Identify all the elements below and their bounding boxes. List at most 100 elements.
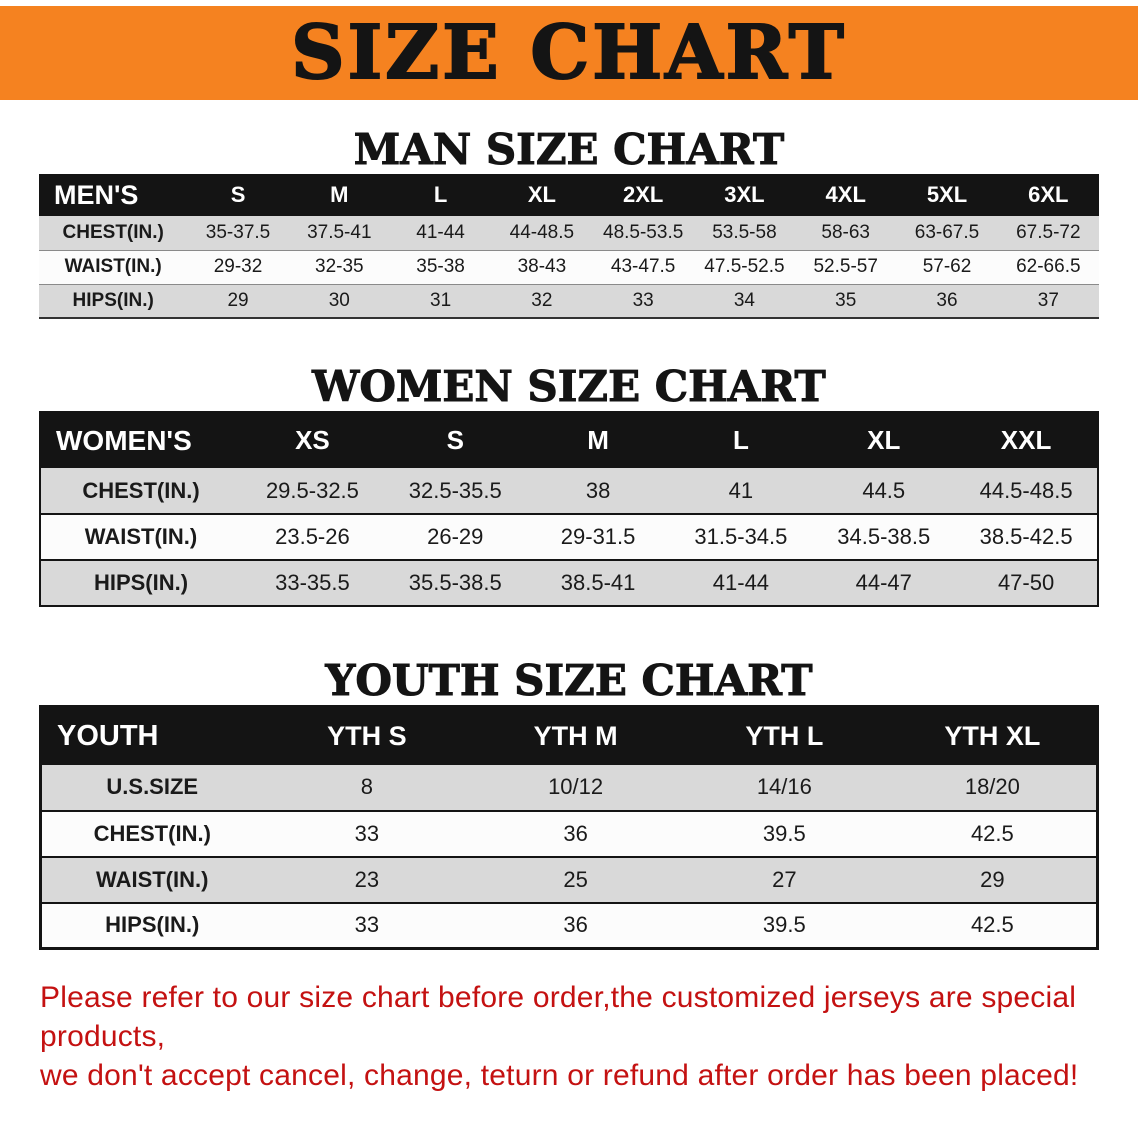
row-label-cell: CHEST(IN.) xyxy=(93,820,211,846)
size-header-cell: 5XL xyxy=(896,174,998,216)
value-cell: 44.5-48.5 xyxy=(979,477,1073,503)
table-row: WAIST(IN.) 23 25 27 29 xyxy=(40,856,1098,903)
row-label-cell: CHEST(IN.) xyxy=(62,221,164,243)
value-cell: 32-35 xyxy=(315,256,364,277)
value-cell: 18/20 xyxy=(964,774,1020,799)
size-header-cell: YTH S xyxy=(262,706,472,765)
size-header-cell: 3XL xyxy=(693,174,796,216)
size-header-cell: XL xyxy=(491,174,593,216)
size-header-cell: M xyxy=(288,174,390,216)
value-cell: 36 xyxy=(563,820,588,846)
disclaimer-line-1: Please refer to our size chart before or… xyxy=(40,981,1077,1053)
value-cell: 29.5-32.5 xyxy=(265,477,359,503)
size-header-cell: L xyxy=(669,412,813,468)
youth-size-table: YOUTH YTH S YTH M YTH L YTH XL U.S.SIZE 8 10/12… xyxy=(39,705,1099,950)
value-cell: 29 xyxy=(980,866,1005,892)
value-cell: 36 xyxy=(936,289,958,311)
value-cell: 33-35.5 xyxy=(275,570,350,595)
value-cell: 23.5-26 xyxy=(275,524,350,549)
man-size-chart-heading: MAN SIZE CHART xyxy=(353,125,785,174)
table-row: WAIST(IN.) 29-32 32-35 35-38 38-43 43-47.5 47.… xyxy=(39,250,1099,284)
table-title-cell: YOUTH xyxy=(40,706,263,765)
value-cell: 39.5 xyxy=(762,820,806,846)
value-cell: 30 xyxy=(328,289,350,311)
value-cell: 62-66.5 xyxy=(1016,256,1081,277)
disclaimer-text: Please refer to our size chart before or… xyxy=(0,978,1138,1095)
value-cell: 32.5-35.5 xyxy=(408,477,502,503)
value-cell: 38-43 xyxy=(517,256,567,277)
value-cell: 35 xyxy=(835,289,857,311)
value-cell: 14/16 xyxy=(756,774,812,799)
value-cell: 35-38 xyxy=(416,256,465,277)
table-row: WAIST(IN.) 23.5-26 26-29 29-31.5 31.5-34.5 34… xyxy=(40,514,1098,560)
value-cell: 37 xyxy=(1037,289,1059,311)
size-header-cell: XL xyxy=(812,412,956,468)
value-cell: 58-63 xyxy=(821,221,871,243)
value-cell: 43-47.5 xyxy=(610,256,676,277)
table-row: HIPS(IN.) 33-35.5 35.5-38.5 38.5-41 41-44 44-… xyxy=(40,560,1098,606)
row-label-cell: WAIST(IN.) xyxy=(64,256,162,277)
value-cell: 57-62 xyxy=(922,256,972,277)
row-label-cell: HIPS(IN.) xyxy=(72,289,154,311)
value-cell: 29 xyxy=(227,289,249,311)
value-cell: 44.5 xyxy=(862,477,906,503)
table-row: CHEST(IN.) 29.5-32.5 32.5-35.5 38 41 44.5 44.5… xyxy=(40,468,1098,514)
value-cell: 47-50 xyxy=(997,570,1055,595)
value-cell: 8 xyxy=(360,774,373,799)
value-cell: 35.5-38.5 xyxy=(408,570,502,595)
table-row: CHEST(IN.) 35-37.5 37.5-41 41-44 44-48.5 48.5… xyxy=(39,216,1099,250)
value-cell: 37.5-41 xyxy=(307,221,372,243)
size-chart-banner: SIZE CHART xyxy=(0,6,1138,100)
value-cell: 38.5-42.5 xyxy=(979,524,1073,549)
size-header-cell: XS xyxy=(241,412,384,468)
value-cell: 25 xyxy=(563,866,588,892)
row-label-cell: WAIST(IN.) xyxy=(84,524,198,549)
value-cell: 41-44 xyxy=(712,570,770,595)
table-row: HIPS(IN.) 33 36 39.5 42.5 xyxy=(40,902,1098,949)
value-cell: 34 xyxy=(733,289,755,311)
table-title-cell: MEN'S xyxy=(39,174,188,216)
value-cell: 33 xyxy=(354,820,380,846)
value-cell: 35-37.5 xyxy=(205,221,271,243)
size-header-cell: YTH XL xyxy=(888,706,1098,765)
size-header-cell: L xyxy=(389,174,492,216)
table-row: HIPS(IN.) 29 30 31 32 33 34 35 36 37 xyxy=(39,284,1099,318)
value-cell: 36 xyxy=(563,912,588,938)
row-label-cell: CHEST(IN.) xyxy=(82,477,200,503)
men-size-table: MEN'S S M L XL 2XL 3XL 4XL 5XL 6XL CHEST(IN.) 35-37… xyxy=(39,174,1099,319)
value-cell: 29-32 xyxy=(213,256,263,277)
value-cell: 48.5-53.5 xyxy=(603,221,684,243)
value-cell: 47.5-52.5 xyxy=(704,256,785,277)
value-cell: 42.5 xyxy=(970,820,1014,846)
value-cell: 29-31.5 xyxy=(560,524,636,549)
value-cell: 27 xyxy=(772,866,797,892)
women-size-chart-heading: WOMEN SIZE CHART xyxy=(312,362,827,411)
value-cell: 53.5-58 xyxy=(712,221,777,243)
value-cell: 34.5-38.5 xyxy=(837,524,931,549)
table-header-row: YOUTH YTH S YTH M YTH L YTH XL xyxy=(40,706,1098,765)
value-cell: 23 xyxy=(354,866,380,892)
banner-title: SIZE CHART xyxy=(290,10,847,96)
value-cell: 39.5 xyxy=(762,912,806,938)
value-cell: 31 xyxy=(430,289,452,311)
table-header-row: WOMEN'S XS S M L XL XXL xyxy=(40,412,1098,468)
row-label-cell: HIPS(IN.) xyxy=(105,912,200,938)
disclaimer-line-2: we don't accept cancel, change, teturn o… xyxy=(40,1059,1079,1092)
value-cell: 63-67.5 xyxy=(914,221,980,243)
value-cell: 38.5-41 xyxy=(560,570,636,595)
size-header-cell: XXL xyxy=(955,412,1098,468)
value-cell: 44-47 xyxy=(855,570,912,595)
value-cell: 67.5-72 xyxy=(1016,221,1081,243)
size-header-cell: 6XL xyxy=(997,174,1099,216)
size-header-cell: M xyxy=(526,412,670,468)
row-label-cell: HIPS(IN.) xyxy=(93,570,189,595)
table-header-row: MEN'S S M L XL 2XL 3XL 4XL 5XL 6XL xyxy=(39,174,1099,216)
size-header-cell: S xyxy=(383,412,527,468)
size-header-cell: YTH L xyxy=(679,706,889,765)
value-cell: 38 xyxy=(585,477,611,503)
row-label-cell: WAIST(IN.) xyxy=(96,866,209,892)
youth-size-chart-heading: YOUTH SIZE CHART xyxy=(325,656,813,705)
value-cell: 33 xyxy=(354,912,380,938)
value-cell: 41 xyxy=(728,477,754,503)
value-cell: 31.5-34.5 xyxy=(694,524,788,549)
